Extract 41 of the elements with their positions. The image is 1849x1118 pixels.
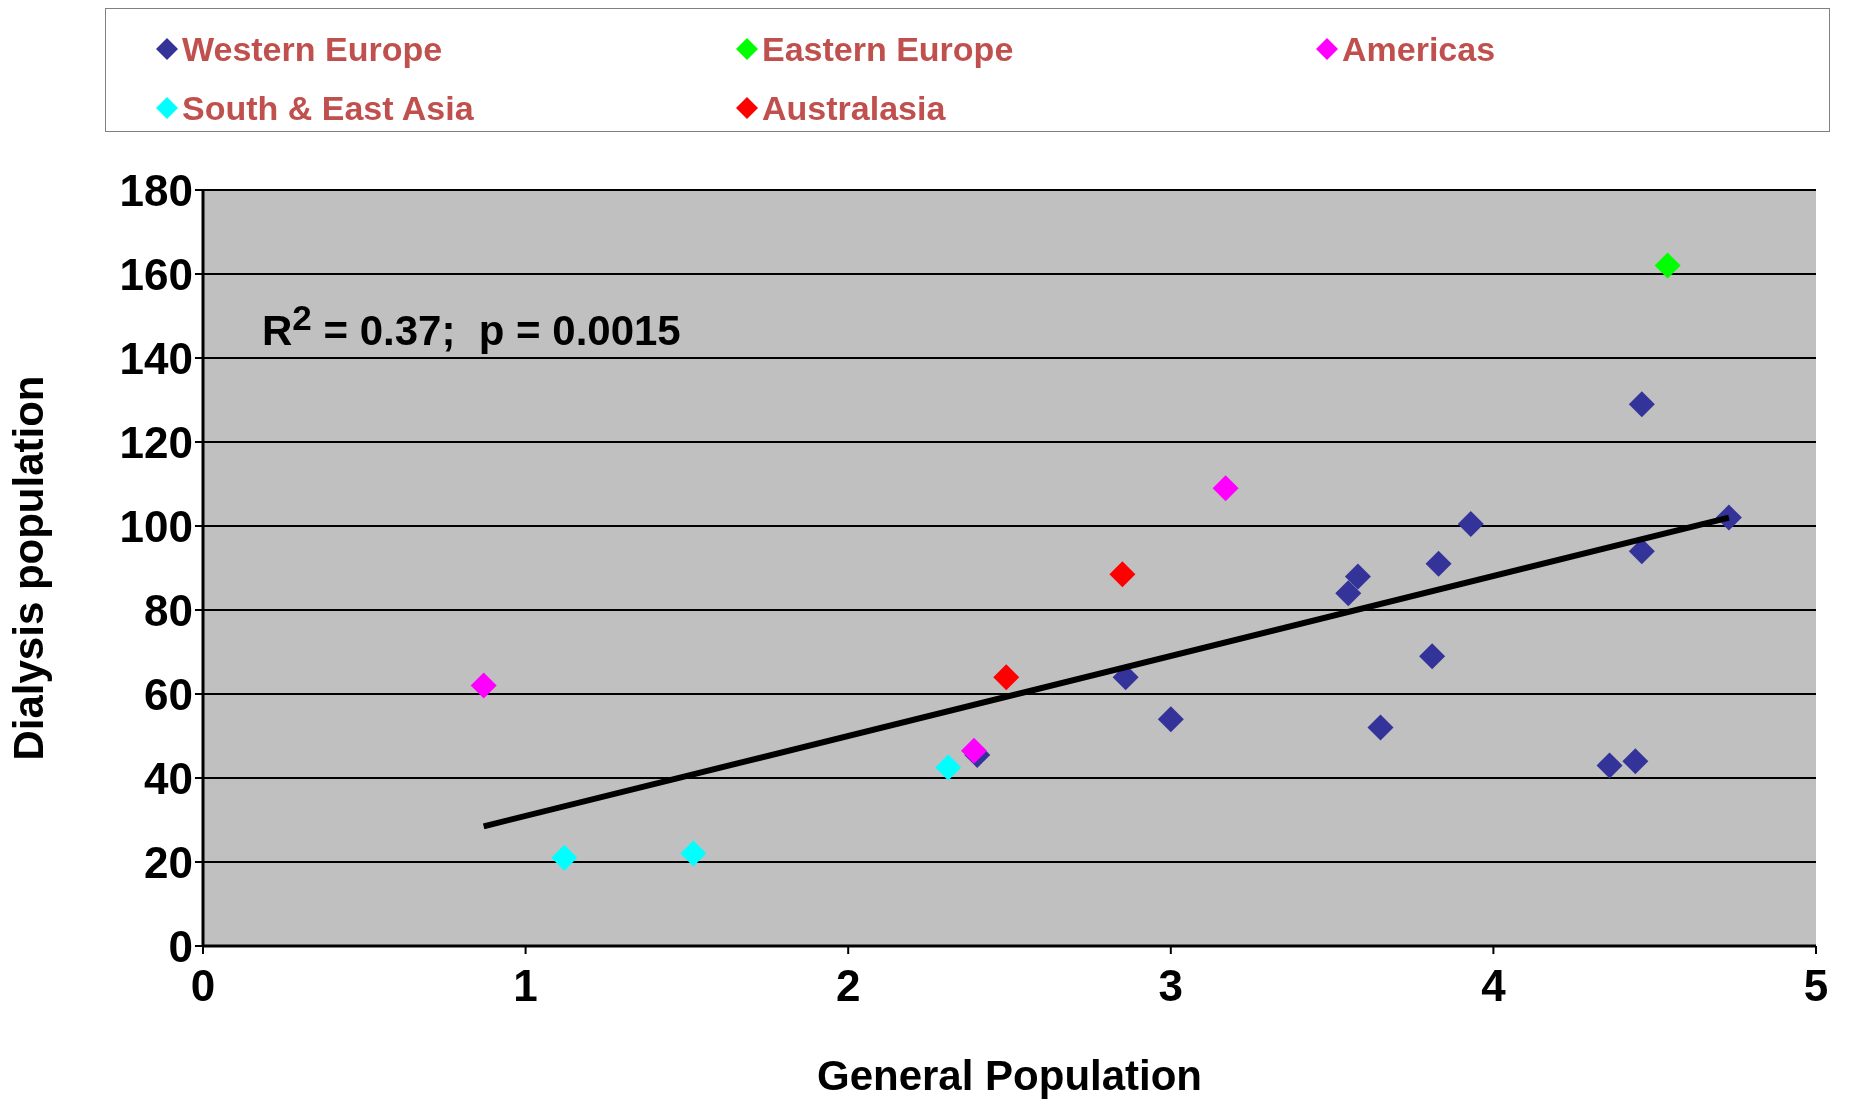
point <box>1157 706 1184 733</box>
y-tick-label: 180 <box>119 165 193 215</box>
legend-label: Americas <box>1342 29 1496 69</box>
point <box>1335 580 1362 607</box>
point <box>993 664 1020 691</box>
x-tick-label: 5 <box>1803 961 1829 1011</box>
point <box>1419 643 1446 670</box>
x-axis-title: General Population <box>816 1052 1203 1099</box>
point <box>1628 391 1655 418</box>
point <box>1596 752 1623 779</box>
legend-label: Eastern Europe <box>762 29 1014 69</box>
point <box>1425 550 1452 577</box>
y-tick-label: 160 <box>119 249 193 299</box>
point <box>1212 475 1239 502</box>
y-tick-label: 60 <box>144 669 193 719</box>
point <box>1109 561 1136 588</box>
y-tick-label: 0 <box>168 921 193 971</box>
y-tick-label: 120 <box>119 417 193 467</box>
x-tick-label: 2 <box>835 961 861 1011</box>
legend-label: South & East Asia <box>182 88 474 128</box>
x-tick-label: 3 <box>1158 961 1184 1011</box>
point <box>1654 252 1681 279</box>
y-tick-label: 140 <box>119 333 193 383</box>
y-tick-label: 100 <box>119 501 193 551</box>
legend-label: Western Europe <box>182 29 443 69</box>
point <box>551 844 578 871</box>
point <box>1367 714 1394 741</box>
x-tick-label: 4 <box>1481 961 1507 1011</box>
y-axis-title: Dialysis population <box>4 375 52 761</box>
point <box>470 672 497 699</box>
annotation: R$^{2}$ = 0.37; p = 0.0015 <box>262 298 681 355</box>
point <box>1622 748 1649 775</box>
y-tick-label: 40 <box>144 753 193 803</box>
point <box>680 840 707 867</box>
point <box>1457 510 1484 537</box>
y-tick-label: 80 <box>144 585 193 635</box>
point <box>1344 563 1371 590</box>
y-tick-label: 20 <box>144 837 193 887</box>
legend-label: Australasia <box>762 88 946 128</box>
x-tick-label: 1 <box>513 961 538 1011</box>
point <box>935 754 962 781</box>
